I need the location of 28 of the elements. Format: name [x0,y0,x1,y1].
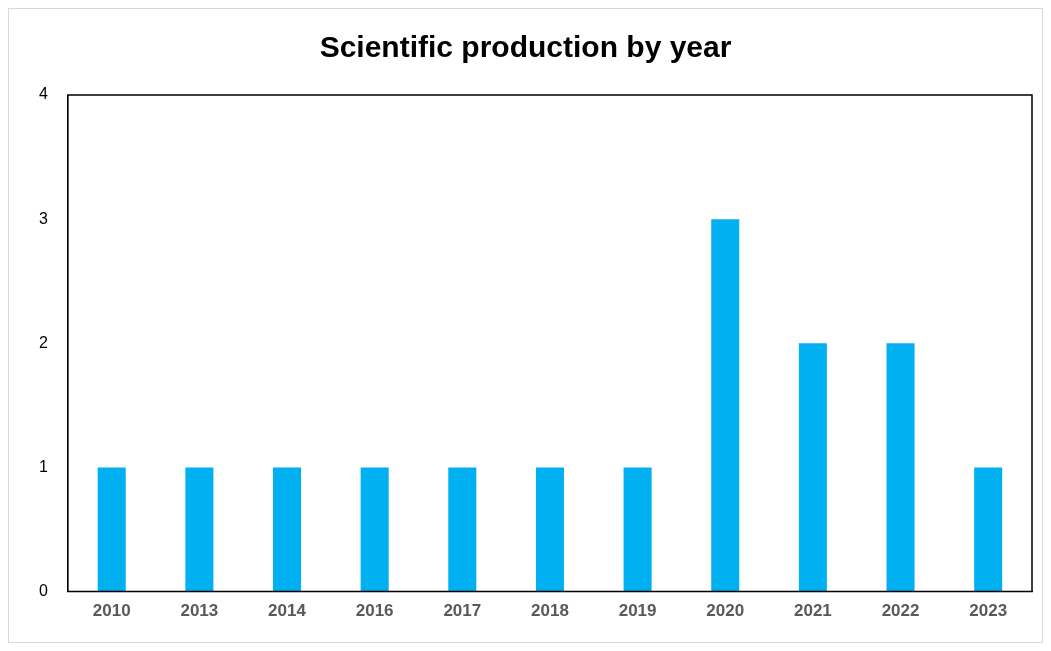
bar [711,219,740,592]
bar [272,467,302,592]
y-tick-label: 2 [38,333,48,351]
y-tick-label: 0 [38,582,48,600]
x-tick-label: 2016 [355,601,394,621]
x-tick-label: 2021 [793,601,832,621]
chart-title: Scientific production by year [319,30,732,64]
x-tick-label: 2020 [706,601,745,621]
bar [535,467,564,592]
x-tick-label: 2013 [180,601,219,621]
bar [97,467,126,592]
x-tick-label: 2019 [618,601,657,621]
y-tick-label: 1 [38,457,48,475]
x-tick-label: 2010 [92,601,131,621]
x-tick-label: 2023 [969,601,1008,621]
bar [886,343,915,592]
y-tick-label: 3 [38,209,48,227]
bar [360,467,389,592]
y-tick-label: 4 [38,85,48,103]
x-tick-label: 2017 [443,601,482,621]
x-tick-label: 2014 [268,601,307,621]
bar [448,467,477,592]
x-tick-label: 2018 [531,601,569,621]
bar [185,467,214,592]
x-tick-label: 2022 [881,601,920,621]
bar [798,343,827,592]
bar [623,467,652,592]
bar [974,467,1003,592]
